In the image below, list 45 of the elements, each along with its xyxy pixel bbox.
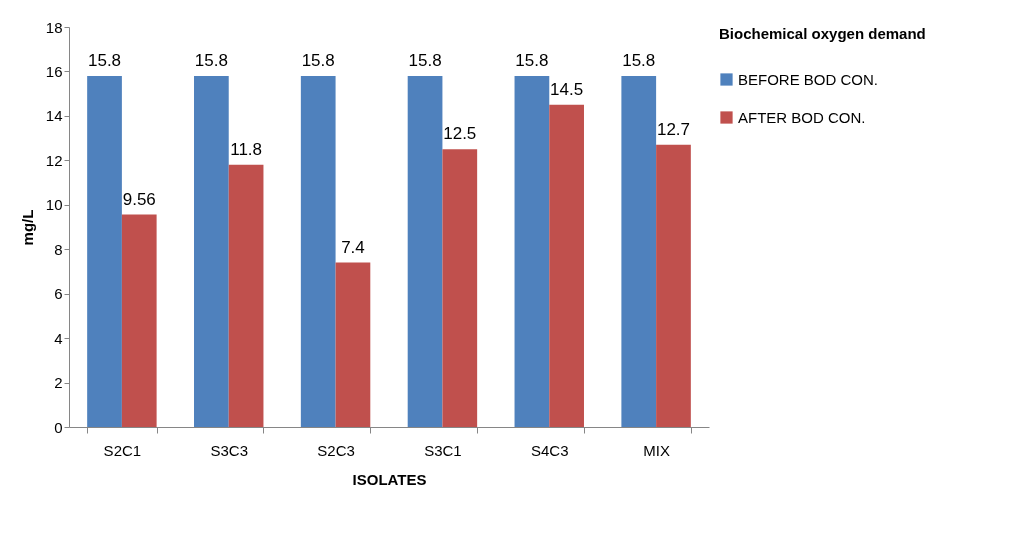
data-label: 12.7: [656, 119, 691, 139]
data-label: 15.8: [194, 50, 228, 70]
data-label: 15.8: [408, 50, 442, 70]
y-tick-label: 0: [54, 418, 63, 436]
x-tick-label: S3C3: [210, 441, 248, 459]
y-tick-label: 14: [45, 107, 63, 125]
x-tick-label: S2C3: [317, 441, 355, 459]
bar: [407, 75, 443, 427]
y-tick-label: 4: [54, 329, 63, 347]
bar: [300, 75, 336, 427]
legend-label: AFTER BOD CON.: [738, 108, 866, 126]
y-tick-label: 10: [45, 196, 63, 214]
x-tick-label: MIX: [643, 441, 670, 459]
bar: [549, 104, 584, 427]
x-axis-title: ISOLATES: [352, 470, 427, 488]
bar: [194, 75, 229, 427]
data-label: 12.5: [443, 124, 477, 144]
bar: [656, 144, 691, 427]
data-label: 15.8: [301, 50, 335, 70]
y-axis-title: mg/L: [18, 209, 36, 246]
bar: [228, 164, 264, 427]
data-label: 15.8: [515, 50, 549, 70]
data-label: 15.8: [622, 50, 656, 70]
legend-label: BEFORE BOD CON.: [738, 70, 879, 88]
x-tick-label: S3C1: [424, 441, 462, 459]
y-tick-label: 8: [54, 240, 63, 258]
bar: [335, 262, 371, 427]
legend-title: Biochemical oxygen demand: [719, 25, 926, 42]
x-tick-label: S4C3: [531, 441, 569, 459]
data-label: 11.8: [230, 139, 263, 159]
data-label: 9.56: [122, 189, 156, 209]
bar: [87, 75, 122, 427]
bar: [514, 75, 550, 427]
y-tick-label: 2: [54, 374, 63, 392]
y-tick-label: 16: [45, 62, 63, 80]
bar: [621, 75, 657, 427]
data-label: 14.5: [550, 79, 584, 99]
y-tick-label: 6: [54, 285, 63, 303]
y-tick-label: 18: [45, 18, 63, 36]
bar: [442, 149, 478, 427]
x-tick-label: S2C1: [103, 441, 142, 459]
bar: [121, 214, 157, 427]
y-tick-label: 12: [45, 151, 63, 169]
data-label: 15.8: [87, 50, 122, 70]
data-label: 7.4: [341, 237, 365, 257]
